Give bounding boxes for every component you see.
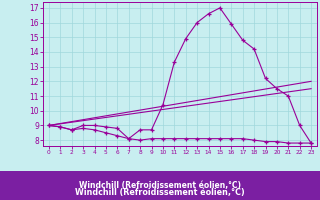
Text: Windchill (Refroidissement éolien,°C): Windchill (Refroidissement éolien,°C) (75, 188, 245, 196)
Text: Windchill (Refroidissement éolien,°C): Windchill (Refroidissement éolien,°C) (79, 181, 241, 190)
